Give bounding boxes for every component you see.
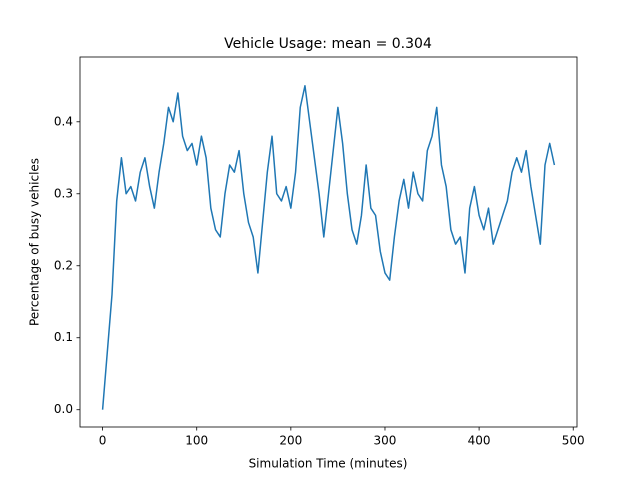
x-tick-label: 300 xyxy=(374,434,397,448)
y-tick-label: 0.3 xyxy=(54,186,73,200)
y-axis-label: Percentage of busy vehicles xyxy=(28,158,42,326)
y-tick-label: 0.0 xyxy=(54,402,73,416)
y-tick-label: 0.2 xyxy=(54,258,73,272)
plot-frame xyxy=(79,56,578,428)
x-tick-label: 100 xyxy=(185,434,208,448)
chart-title: Vehicle Usage: mean = 0.304 xyxy=(224,36,432,52)
y-tick-label: 0.1 xyxy=(54,330,73,344)
x-tick-label: 200 xyxy=(279,434,302,448)
data-line xyxy=(101,85,556,410)
x-tick-label: 500 xyxy=(562,434,585,448)
x-axis-label: Simulation Time (minutes) xyxy=(249,457,408,471)
y-tick-label: 0.4 xyxy=(54,114,73,128)
x-tick-label: 400 xyxy=(468,434,491,448)
x-tick-label: 0 xyxy=(99,434,107,448)
